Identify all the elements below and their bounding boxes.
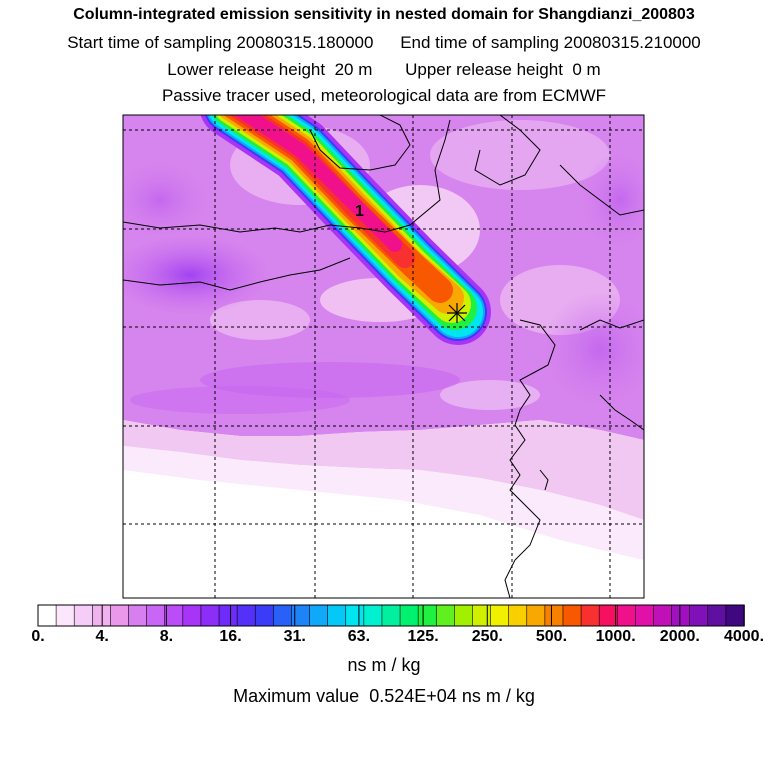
colorbar-cell [707, 604, 727, 627]
colorbar-tick-label: 125. [407, 628, 439, 645]
colorbar-cell [110, 604, 130, 627]
colorbar-cell [327, 604, 347, 627]
lower-value: 20 m [334, 60, 373, 79]
colorbar-cell [417, 604, 438, 627]
colorbar-cell [182, 604, 202, 627]
colorbar-cells [37, 604, 745, 627]
colorbar-cell [37, 604, 57, 627]
colorbar-cell [254, 604, 275, 627]
colorbar-cell [544, 604, 564, 627]
colorbar-tick-label: 4000. [723, 628, 765, 645]
release-site-marker [447, 303, 467, 323]
colorbar-cell [454, 604, 474, 627]
max-label: Maximum value [233, 686, 360, 706]
colorbar-cell [200, 604, 220, 627]
colorbar-cell [291, 604, 311, 627]
colorbar-tick-label: 63. [347, 628, 371, 645]
colorbar-cell [273, 604, 293, 627]
colorbar-units: ns m / kg [347, 655, 421, 675]
plot-title: Column-integrated emission sensitivity i… [73, 6, 695, 23]
colorbar-cell [92, 604, 112, 627]
max-units: ns m / kg [461, 686, 535, 706]
upper-label: Upper release height [405, 60, 563, 79]
colorbar-tick-label: 250. [471, 628, 503, 645]
colorbar-cell [146, 604, 166, 627]
colorbar-cell [616, 604, 637, 627]
colorbar-cell [363, 604, 383, 627]
colorbar-cell [218, 604, 238, 627]
colorbar-cell [562, 604, 582, 627]
colorbar-cell [653, 604, 673, 627]
colorbar-tick-label: 16. [219, 628, 242, 645]
maximum-value-line: Maximum value 0.524E+04 ns m / kg [0, 686, 768, 707]
colorbar-cell [689, 604, 709, 627]
tracer-plume [200, 115, 491, 345]
colorbar-frame [37, 604, 745, 627]
colorbar-cell [526, 604, 546, 627]
lat-lon-grid [123, 115, 644, 598]
field-layer: 1 [123, 115, 644, 598]
colorbar-tick-label: 0. [31, 628, 45, 645]
colorbar-cell [345, 604, 365, 627]
release-height-line: Lower release height 20 m Upper release … [0, 60, 768, 80]
max-value: 0.524E+04 [369, 686, 457, 706]
colorbar-cell [164, 604, 184, 627]
end-label: End time of sampling [400, 33, 559, 52]
upper-value: 0 m [572, 60, 601, 79]
colorbar-cell [128, 604, 148, 627]
colorbar-cell [55, 604, 76, 627]
end-value: 20080315.210000 [563, 33, 701, 52]
colorbar-cell [508, 604, 528, 627]
map-frame [122, 114, 645, 599]
colorbar-cell [635, 604, 655, 627]
colorbar-tick-label: 8. [159, 628, 174, 645]
colorbar-cell [73, 604, 94, 627]
colorbar-tick-label: 1000. [595, 628, 636, 645]
colorbar-tick-label: 500. [535, 628, 568, 645]
colorbar-cell [309, 604, 329, 627]
start-label: Start time of sampling [67, 33, 232, 52]
colorbar-cell [435, 604, 456, 627]
colorbar-cell [598, 604, 619, 627]
release-point-label: 1 [355, 203, 364, 220]
lower-label: Lower release height [167, 60, 326, 79]
colorbar-cell [381, 604, 401, 627]
colorbar-cell [472, 604, 492, 627]
colorbar-cell [490, 604, 510, 627]
tracer-info-line: Passive tracer used, meteorological data… [161, 86, 607, 105]
colorbar-cell [399, 604, 419, 627]
coastlines [123, 115, 644, 598]
colorbar-cell [236, 604, 257, 627]
colorbar-tick-label: 4. [95, 628, 109, 645]
colorbar-tick-label: 31. [283, 628, 306, 645]
colorbar-cell [671, 604, 691, 627]
sampling-time-line: Start time of sampling 20080315.180000 E… [0, 33, 768, 53]
colorbar-tick-label: 2000. [659, 628, 700, 645]
colorbar-cell [725, 604, 745, 627]
start-value: 20080315.180000 [236, 33, 374, 52]
colorbar-cell [580, 604, 600, 627]
